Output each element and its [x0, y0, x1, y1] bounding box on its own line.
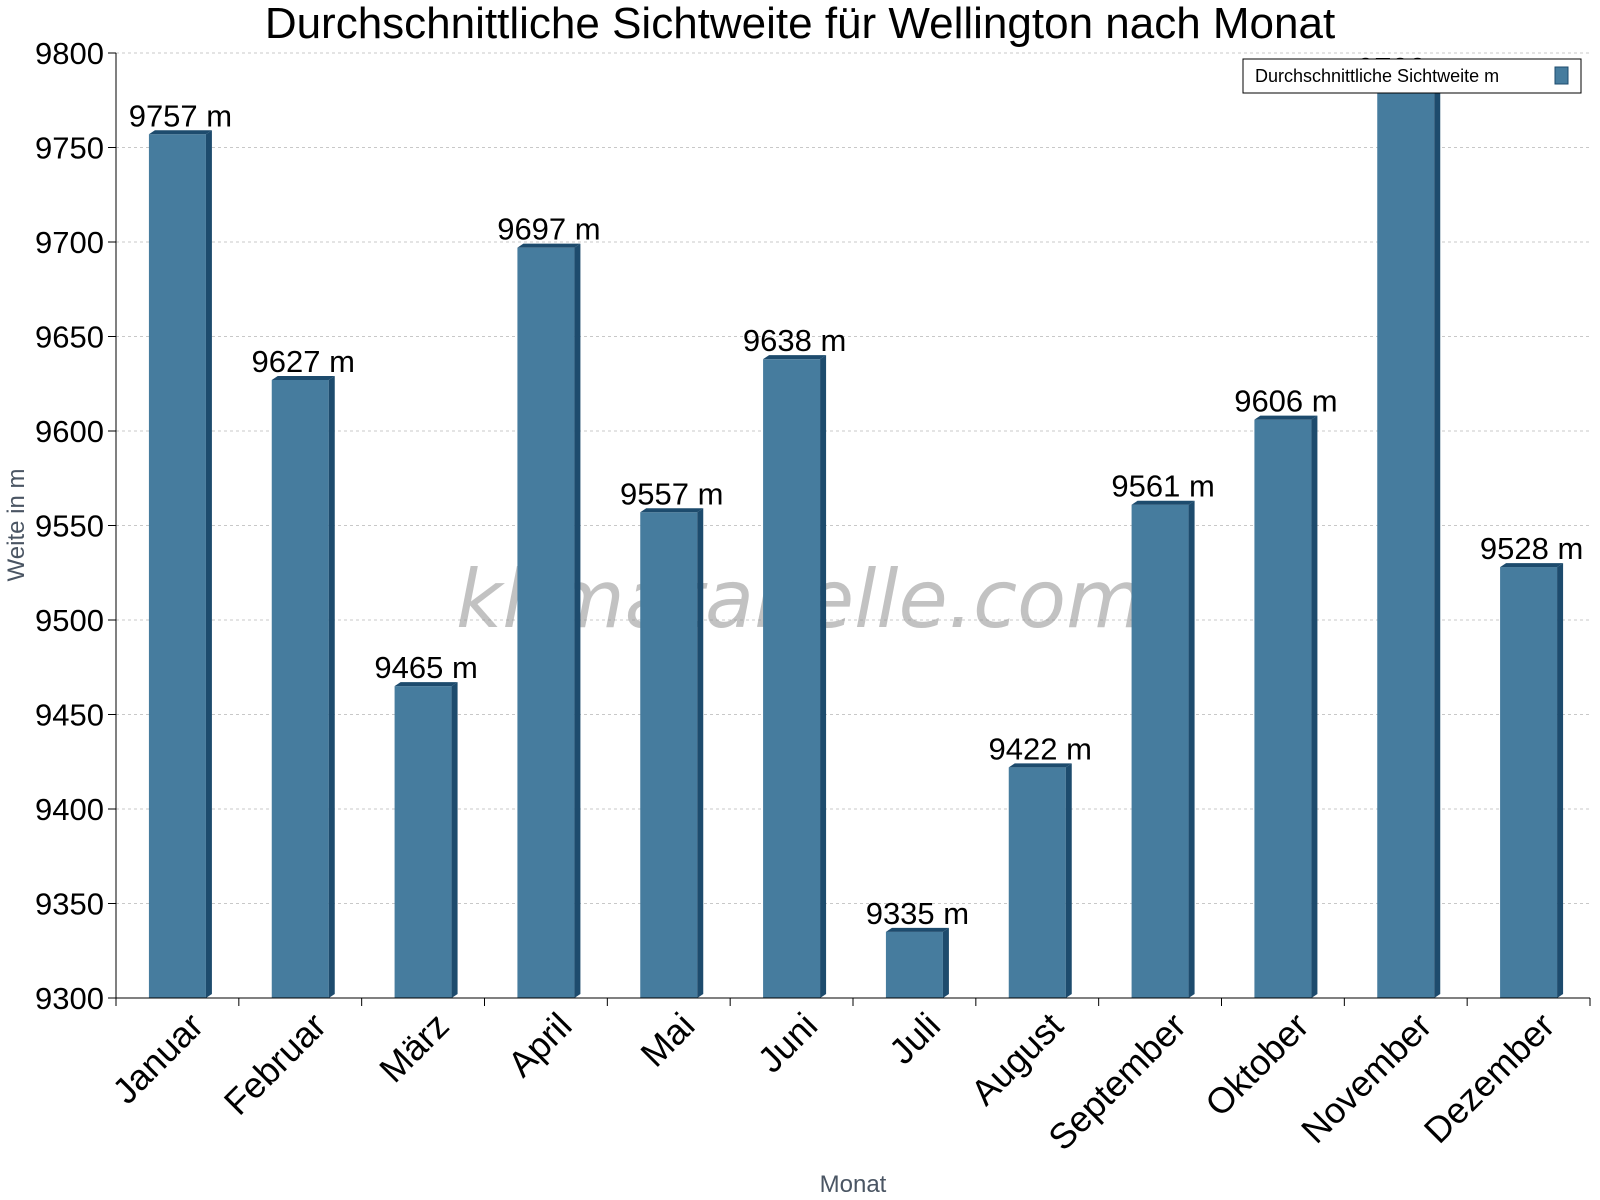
bar [517, 247, 575, 999]
data-label: 9757 m [129, 98, 232, 133]
bar-top-edge [1131, 500, 1195, 505]
bars [148, 83, 1564, 999]
bar-top-edge [640, 508, 704, 513]
bar [1008, 767, 1066, 998]
y-tick-label: 9700 [35, 225, 104, 260]
bar-side-edge [1065, 763, 1072, 998]
y-tick-label: 9500 [35, 603, 104, 638]
bar [640, 512, 698, 998]
data-label: 9528 m [1480, 531, 1583, 566]
y-axis-title: Weite in m [3, 469, 30, 582]
legend-swatch [1554, 66, 1569, 85]
legend: Durchschnittliche Sichtweite m [1242, 58, 1582, 94]
x-tick-label: Juli [881, 1005, 948, 1072]
bar-side-edge [942, 927, 949, 998]
bar [271, 379, 329, 999]
data-label: 9422 m [989, 731, 1092, 766]
x-tick-label: Januar [104, 1005, 211, 1112]
x-tick-label: April [500, 1005, 580, 1085]
bar [1131, 504, 1189, 998]
bar [763, 359, 821, 998]
x-tick-label: November [1293, 1005, 1439, 1151]
bar-side-edge [1311, 415, 1318, 998]
data-labels: 9757 m 9627 m 9465 m 9697 m 9557 m 9638 m 9335… [129, 51, 1584, 931]
x-tick-label: Dezember [1416, 1005, 1562, 1151]
y-tick-label: 9600 [35, 414, 104, 449]
x-tick-label: Oktober [1197, 1005, 1317, 1125]
bar-side-edge [1434, 83, 1441, 998]
x-tick-label: Juni [750, 1005, 826, 1081]
bar-top-edge [763, 355, 827, 360]
bar [885, 931, 943, 998]
y-tick-label: 9400 [35, 792, 104, 827]
data-label: 9557 m [620, 476, 723, 511]
bar-side-edge [205, 130, 212, 998]
chart-title: Durchschnittliche Sichtweite für Welling… [265, 0, 1335, 48]
y-tick-label: 9300 [35, 981, 104, 1016]
legend-box [1242, 58, 1582, 94]
bar-top-edge [1500, 563, 1564, 568]
bar-top-edge [271, 375, 335, 380]
bar-side-edge [1188, 500, 1195, 998]
y-tick-label: 9350 [35, 887, 104, 922]
data-label: 9606 m [1234, 384, 1337, 419]
bar-top-edge [148, 130, 212, 135]
bar-top-edge [1008, 763, 1072, 768]
y-tick-label: 9450 [35, 698, 104, 733]
bar [1254, 419, 1312, 998]
y-tick-label: 9550 [35, 509, 104, 544]
data-label: 9697 m [497, 212, 600, 247]
y-tick-label: 9800 [35, 36, 104, 71]
bar [1377, 87, 1435, 998]
x-tick-label: Februar [216, 1005, 334, 1123]
data-label: 9638 m [743, 323, 846, 358]
bar-side-edge [1557, 563, 1564, 998]
legend-series-label: Durchschnittliche Sichtweite m [1255, 66, 1499, 86]
x-axis-title: Monat [820, 1171, 887, 1198]
bar [1500, 567, 1558, 998]
bar [148, 134, 206, 998]
x-tick-label: August [963, 1005, 1071, 1113]
x-tick-label: Mai [632, 1005, 702, 1075]
bar-top-edge [1254, 415, 1318, 420]
bar-side-edge [328, 375, 335, 999]
data-label: 9561 m [1111, 469, 1214, 504]
bar-top-edge [885, 927, 949, 932]
x-tick-label: März [371, 1005, 457, 1091]
data-label: 9335 m [866, 896, 969, 931]
data-label: 9465 m [374, 650, 477, 685]
bar-side-edge [820, 355, 827, 998]
bar-side-edge [574, 243, 581, 999]
bar [394, 686, 452, 998]
bar-side-edge [697, 508, 704, 998]
bar-side-edge [451, 682, 458, 998]
data-label: 9627 m [252, 344, 355, 379]
grid-lines [116, 52, 1590, 904]
y-tick-label: 9650 [35, 320, 104, 355]
y-tick-label: 9750 [35, 131, 104, 166]
bar-top-edge [394, 682, 458, 687]
bar-top-edge [517, 243, 581, 248]
